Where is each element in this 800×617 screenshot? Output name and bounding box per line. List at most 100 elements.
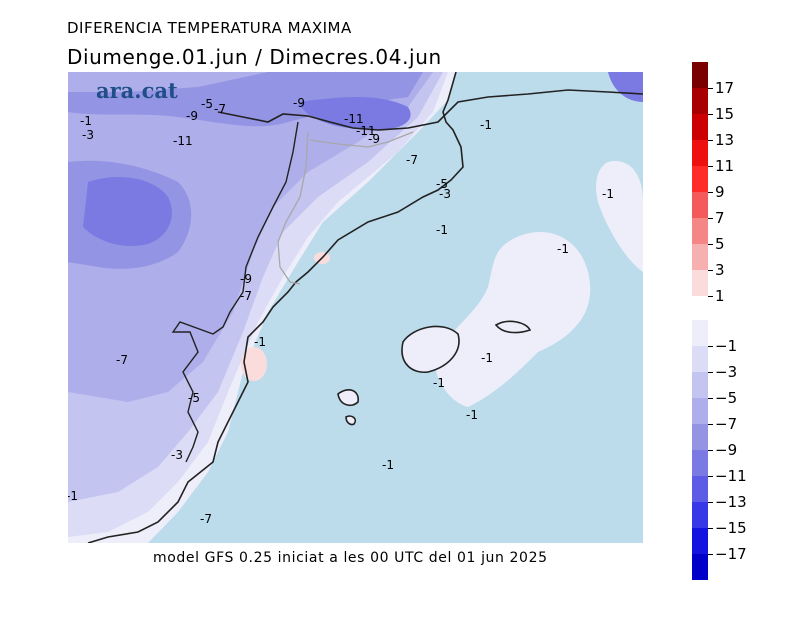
legend-label: −3 [715, 363, 738, 381]
legend-tick [708, 346, 713, 347]
legend-label: −5 [715, 389, 738, 407]
contour-label: -3 [439, 187, 451, 201]
legend-tick [708, 114, 713, 115]
island-menorca [494, 320, 532, 334]
legend-label: −9 [715, 441, 738, 459]
contour-label: -9 [368, 132, 380, 146]
legend-tick [708, 450, 713, 451]
forecast-period: Diumenge.01.jun / Dimecres.04.jun [67, 45, 442, 69]
legend-tick [708, 372, 713, 373]
map-title: DIFERENCIA TEMPERATURA MAXIMA [67, 19, 352, 37]
legend-tick [708, 88, 713, 89]
legend-swatch-cold-6 [692, 476, 708, 502]
legend-label: 3 [715, 261, 725, 279]
legend-swatch-cold-0 [692, 320, 708, 346]
band-minus11-west [83, 177, 172, 247]
legend-label: 9 [715, 183, 725, 201]
map-canvas: -1 -3 -5 -7 -9 -11 -9 -11 -11 -9 -1 -7 -… [68, 72, 643, 543]
legend-swatch-cold-5 [692, 450, 708, 476]
contour-label: -9 [186, 109, 198, 123]
legend-tick [708, 554, 713, 555]
legend-swatch-cold-8 [692, 528, 708, 554]
contour-label: -7 [116, 353, 128, 367]
contour-label: -11 [344, 112, 364, 126]
legend-swatch-warm-8 [692, 270, 708, 296]
contour-label: -11 [356, 124, 376, 138]
legend-label: −11 [715, 467, 747, 485]
contour-label: -1 [557, 242, 569, 256]
legend-swatch-warm-6 [692, 218, 708, 244]
island-mallorca [401, 325, 460, 373]
model-run-note: model GFS 0.25 iniciat a les 00 UTC del … [153, 550, 548, 566]
band-minus1-northeast [596, 161, 643, 272]
band-minus11-corner [608, 72, 643, 102]
contour-label: -1 [466, 408, 478, 422]
contour-label: -5 [436, 177, 448, 191]
legend-label: −1 [715, 337, 738, 355]
legend-label: 11 [715, 157, 735, 175]
contour-label: -9 [240, 272, 252, 286]
province-border-2 [309, 131, 414, 148]
legend-tick [708, 296, 713, 297]
contour-label: -1 [602, 187, 614, 201]
legend-tick [708, 140, 713, 141]
island-formentera [345, 415, 357, 426]
legend-swatch-warm-2 [692, 114, 708, 140]
legend-swatch-cold-7 [692, 502, 708, 528]
band-minus9-north [68, 72, 423, 127]
legend-tick [708, 270, 713, 271]
legend-tick [708, 398, 713, 399]
contour-label: -1 [254, 335, 266, 349]
contour-label: -3 [171, 448, 183, 462]
legend-swatch-warm-1 [692, 88, 708, 114]
legend-label: −13 [715, 493, 747, 511]
contour-label: -11 [173, 134, 193, 148]
contour-label: -5 [188, 391, 200, 405]
contour-label: -9 [293, 96, 305, 110]
aragon-border [171, 121, 299, 463]
legend-swatch-warm-7 [692, 244, 708, 270]
northern-border [217, 89, 643, 131]
legend-label: −15 [715, 519, 747, 537]
legend-label: 1 [715, 287, 725, 305]
legend-swatch-cold-3 [692, 398, 708, 424]
coastline [87, 72, 464, 543]
ara-cat-logo: ara.cat [96, 78, 178, 103]
band-minus1-east [435, 232, 591, 407]
band-minus7 [68, 72, 433, 402]
legend-label: 17 [715, 79, 735, 97]
legend-swatch-cold-4 [692, 424, 708, 450]
legend-tick [708, 476, 713, 477]
temperature-difference-map: -1 -3 -5 -7 -9 -11 -9 -11 -11 -9 -1 -7 -… [68, 72, 643, 543]
legend-tick [708, 502, 713, 503]
legend-label: 7 [715, 209, 725, 227]
island-ibiza [337, 389, 359, 407]
legend-tick [708, 192, 713, 193]
legend-label: 13 [715, 131, 735, 149]
legend-swatch-warm-4 [692, 166, 708, 192]
contour-label: -1 [481, 351, 493, 365]
legend-swatch-cold-2 [692, 372, 708, 398]
legend-tick [708, 166, 713, 167]
legend-label: −17 [715, 545, 747, 563]
legend-tick [708, 244, 713, 245]
legend-label: 15 [715, 105, 735, 123]
legend-tick [708, 424, 713, 425]
province-border-1 [277, 131, 309, 285]
band-minus11-north [298, 97, 411, 131]
contour-label: -1 [68, 489, 78, 503]
legend-swatch-cold-1 [692, 346, 708, 372]
contour-label: -1 [382, 458, 394, 472]
contour-label: -7 [406, 153, 418, 167]
legend-swatch-warm-0 [692, 62, 708, 88]
contour-label: -7 [200, 512, 212, 526]
contour-label: -1 [433, 376, 445, 390]
legend-label: 5 [715, 235, 725, 253]
legend-tick [708, 218, 713, 219]
contour-label: -1 [436, 223, 448, 237]
legend-swatch-cold-9 [692, 554, 708, 580]
contour-label: -1 [80, 114, 92, 128]
warm-spot-1 [241, 347, 267, 381]
legend-swatch-warm-5 [692, 192, 708, 218]
legend-swatch-warm-3 [692, 140, 708, 166]
